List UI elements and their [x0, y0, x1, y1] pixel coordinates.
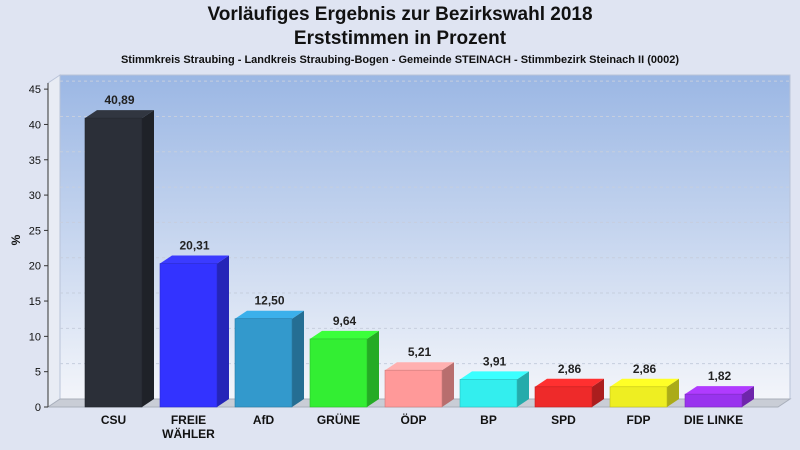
y-tick-label: 5	[35, 367, 41, 379]
data-label: 5,21	[408, 345, 432, 359]
chart-subtitle: Erststimmen in Prozent	[293, 28, 507, 49]
y-tick-label: 20	[29, 261, 41, 273]
bar-top	[160, 255, 229, 264]
y-tick-label: 35	[29, 155, 41, 167]
bar-side	[442, 362, 454, 407]
y-tick-label: 30	[29, 190, 41, 202]
bars	[84, 110, 754, 408]
bar-front	[309, 338, 368, 408]
data-label: 9,64	[333, 314, 357, 328]
data-label: 2,86	[633, 362, 657, 376]
bar-side	[367, 330, 379, 407]
category-label: FREIE	[171, 413, 206, 427]
data-label: 1,82	[708, 369, 732, 383]
category-label: CSU	[101, 413, 126, 427]
bar-grüne	[309, 330, 379, 408]
bar-side	[667, 378, 679, 407]
category-label: DIE LINKE	[684, 413, 743, 427]
bar-top	[85, 110, 154, 119]
bar-side	[517, 371, 529, 407]
bar-afd	[234, 310, 304, 408]
category-label: BP	[480, 413, 497, 427]
category-label: ÖDP	[400, 412, 426, 427]
bar-top	[685, 386, 754, 395]
y-tick-label: 10	[29, 331, 41, 343]
bar-front	[459, 379, 518, 408]
bar-ödp	[384, 362, 454, 408]
bar-top	[310, 330, 379, 339]
category-label: SPD	[551, 413, 576, 427]
data-label: 12,50	[254, 294, 284, 308]
bar-front	[159, 263, 218, 408]
data-label: 2,86	[558, 362, 582, 376]
bar-front	[84, 117, 143, 408]
bar-front	[384, 369, 443, 408]
bar-side	[592, 378, 604, 407]
y-tick-label: 45	[29, 84, 41, 96]
bar-csu	[84, 110, 154, 408]
bar-top	[385, 362, 454, 371]
bar-die-linke	[684, 386, 754, 408]
category-label: FDP	[627, 413, 651, 427]
bar-front	[534, 386, 593, 408]
y-tick-label: 15	[29, 296, 41, 308]
bar-side	[142, 110, 154, 407]
bar-fdp	[609, 378, 679, 408]
chart-title: Vorläufiges Ergebnis zur Bezirkswahl 201…	[207, 4, 593, 25]
y-axis: 0 5 10 15 20 25 30 35 40 45%	[9, 83, 49, 414]
y-tick-label: 25	[29, 225, 41, 237]
bar-side	[742, 386, 754, 407]
y-tick-label: 0	[35, 402, 41, 414]
bar-front	[684, 393, 743, 408]
bar-top	[535, 378, 604, 387]
data-label: 3,91	[483, 354, 507, 368]
bar-front	[234, 318, 293, 408]
y-tick-label: 40	[29, 119, 41, 131]
category-label: GRÜNE	[317, 412, 360, 427]
data-label: 40,89	[104, 93, 134, 107]
bar-top	[460, 371, 529, 380]
side-wall	[47, 74, 61, 408]
y-axis-label: %	[9, 234, 23, 245]
bar-front	[609, 386, 668, 408]
chart-caption: Stimmkreis Straubing - Landkreis Straubi…	[120, 54, 680, 66]
bar-spd	[534, 378, 604, 408]
bar-side	[292, 310, 304, 407]
category-label: WÄHLER	[162, 426, 215, 441]
bar-freie-wähler	[159, 255, 229, 408]
data-label: 20,31	[179, 239, 209, 253]
bar-side	[217, 255, 229, 407]
bar-top	[610, 378, 679, 387]
bar-bp	[459, 371, 529, 408]
category-label: AfD	[253, 413, 275, 427]
bar-top	[235, 310, 304, 319]
